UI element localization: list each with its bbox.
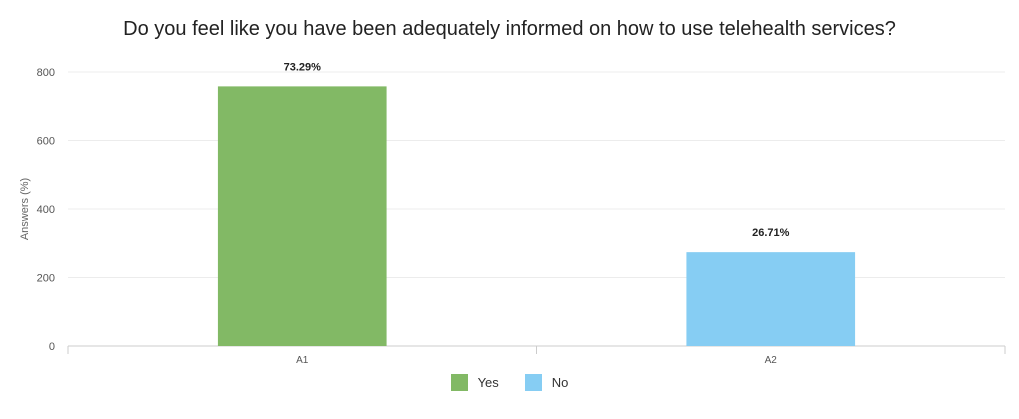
legend-label-yes: Yes	[477, 375, 499, 390]
y-tick-label: 200	[37, 273, 55, 285]
legend-swatch-yes	[450, 374, 468, 391]
legend: Yes No	[0, 374, 1019, 391]
legend-swatch-no	[524, 374, 542, 391]
y-tick-label: 600	[37, 136, 55, 148]
legend-item-yes[interactable]: Yes	[450, 374, 499, 391]
legend-item-no[interactable]: No	[524, 374, 569, 391]
y-axis-label: Answers (%)	[19, 178, 31, 240]
bar-yes	[217, 86, 387, 346]
legend-label-no: No	[551, 375, 569, 390]
x-tick-label: A2	[765, 355, 778, 366]
bar-no	[686, 252, 856, 346]
y-tick-label: 400	[37, 204, 55, 216]
data-label: 26.71%	[752, 227, 790, 239]
data-label: 73.29%	[284, 61, 322, 73]
y-tick-label: 800	[37, 67, 55, 79]
y-tick-label: 0	[49, 341, 55, 353]
chart-title: Do you feel like you have been adequatel…	[123, 18, 896, 40]
x-tick-label: A1	[296, 355, 309, 366]
